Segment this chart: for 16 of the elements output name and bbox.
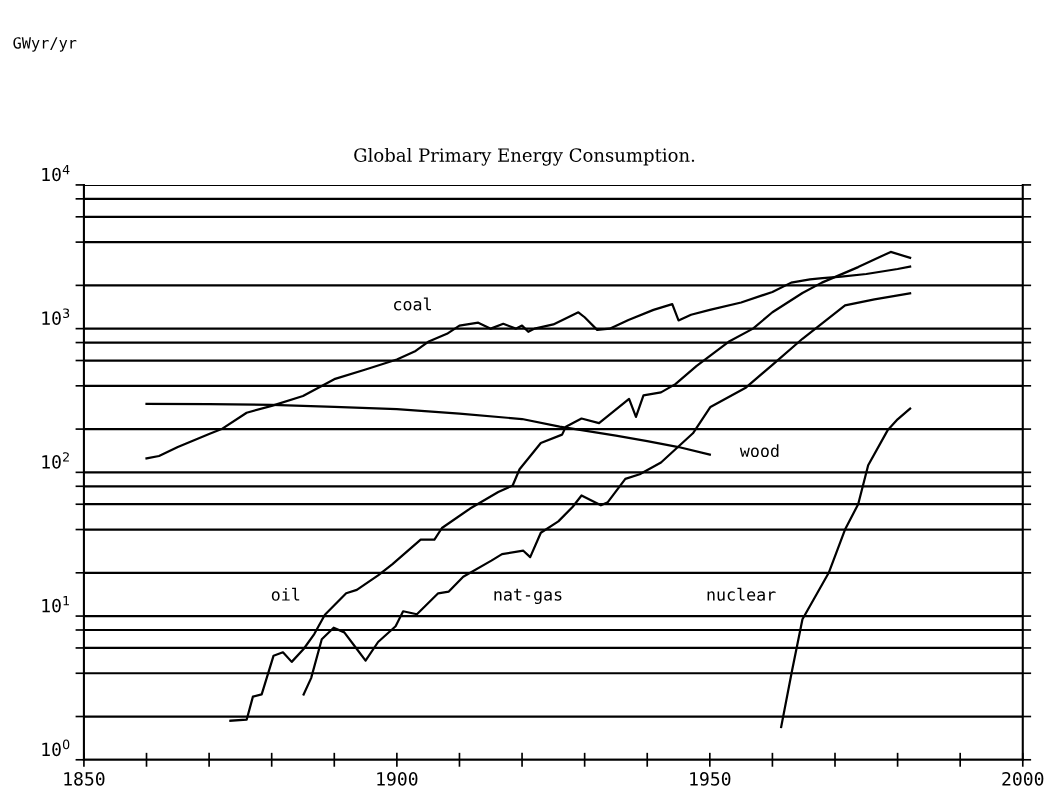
y-tick-label: 10$^{0}$ — [42, 739, 70, 757]
series-label: oil — [271, 587, 300, 601]
series-label: nat-gas — [494, 588, 562, 605]
x-tick-label: 1950 — [690, 772, 731, 786]
series-label: nuclear — [707, 587, 776, 601]
y-tick-label: 10$^{1}$ — [42, 596, 69, 613]
chart-title: Global Primary Energy Consumption. — [354, 147, 695, 166]
y-tick-label: 10$^{4}$ — [42, 164, 70, 182]
x-tick-label: 2000 — [1002, 772, 1044, 786]
series-label: coal — [394, 297, 431, 311]
y-tick-label: 10$^{3}$ — [42, 308, 70, 325]
x-tick-label: 1900 — [377, 772, 418, 786]
text: GWyr/yr — [13, 37, 77, 52]
x-tick-label: 1850 — [64, 772, 105, 786]
y-tick-label: 10$^{2}$ — [42, 452, 69, 469]
series-label: wood — [739, 444, 779, 458]
